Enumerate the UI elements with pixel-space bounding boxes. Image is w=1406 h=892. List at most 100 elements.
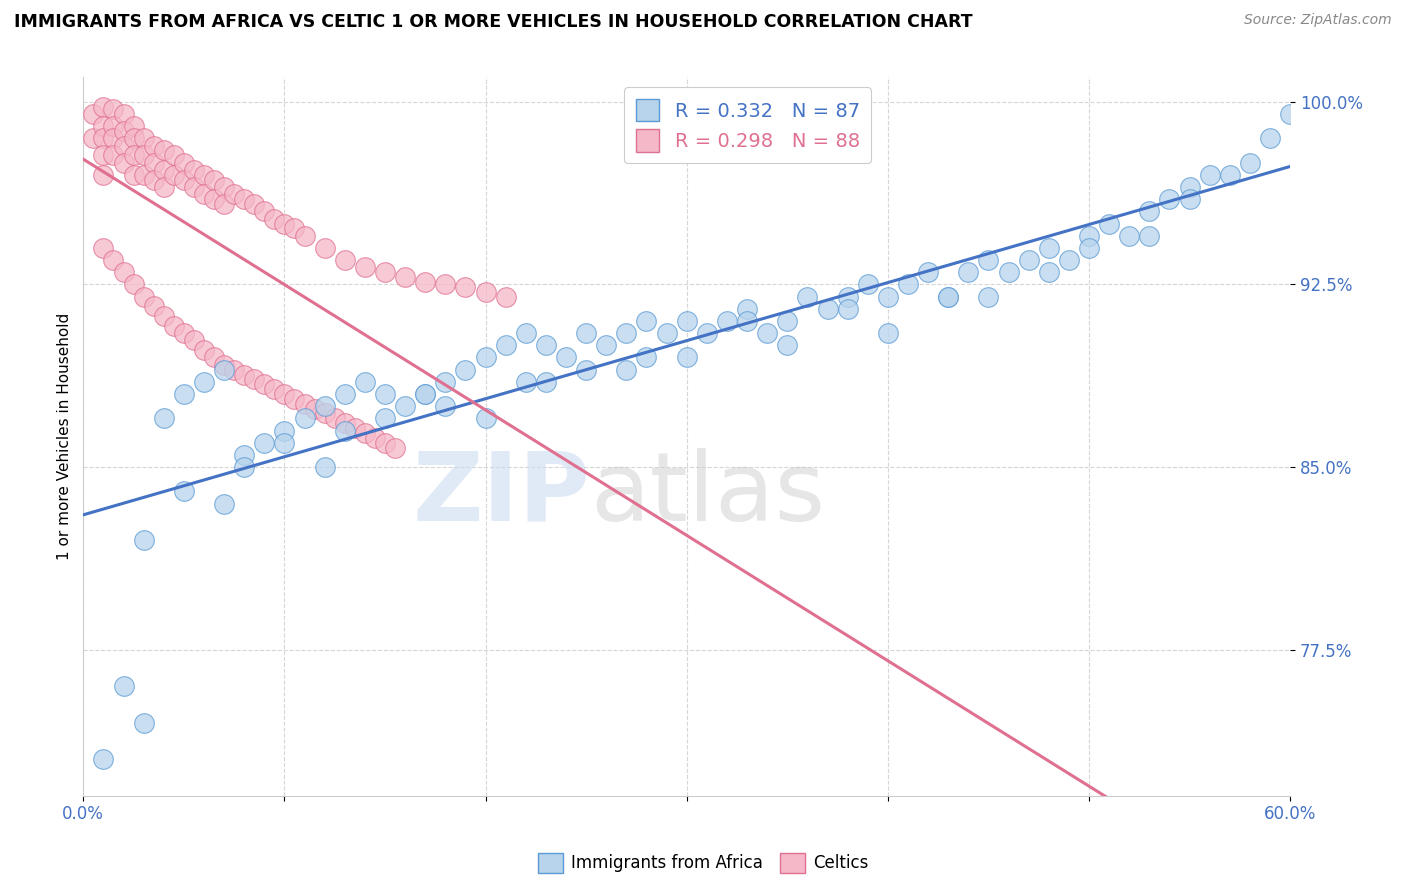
Point	[413, 275, 436, 289]
Point	[474, 411, 496, 425]
Point	[193, 343, 215, 358]
Point	[93, 752, 115, 766]
Point	[233, 448, 256, 462]
Point	[152, 144, 174, 158]
Point	[112, 107, 135, 121]
Point	[515, 375, 537, 389]
Point	[122, 148, 145, 162]
Point	[283, 392, 305, 406]
Point	[233, 192, 256, 206]
Point	[112, 679, 135, 693]
Point	[1078, 241, 1101, 255]
Point	[294, 397, 316, 411]
Point	[636, 314, 658, 328]
Point	[555, 351, 578, 365]
Point	[1178, 180, 1201, 194]
Point	[193, 375, 215, 389]
Point	[616, 326, 638, 340]
Point	[112, 155, 135, 169]
Point	[1098, 217, 1121, 231]
Point	[122, 119, 145, 133]
Point	[183, 180, 205, 194]
Point	[354, 260, 377, 275]
Legend: R = 0.332   N = 87, R = 0.298   N = 88: R = 0.332 N = 87, R = 0.298 N = 88	[624, 87, 872, 163]
Point	[1279, 107, 1302, 121]
Point	[294, 411, 316, 425]
Point	[434, 277, 457, 292]
Point	[1178, 192, 1201, 206]
Point	[876, 289, 898, 303]
Point	[1118, 228, 1140, 243]
Point	[183, 334, 205, 348]
Point	[454, 362, 477, 376]
Point	[233, 368, 256, 382]
Point	[314, 460, 336, 475]
Text: IMMIGRANTS FROM AFRICA VS CELTIC 1 OR MORE VEHICLES IN HOUSEHOLD CORRELATION CHA: IMMIGRANTS FROM AFRICA VS CELTIC 1 OR MO…	[14, 13, 973, 31]
Point	[273, 217, 295, 231]
Point	[173, 484, 195, 499]
Point	[756, 326, 779, 340]
Point	[233, 460, 256, 475]
Point	[374, 411, 396, 425]
Point	[202, 351, 225, 365]
Point	[304, 401, 326, 416]
Point	[212, 180, 235, 194]
Point	[314, 407, 336, 421]
Point	[1018, 253, 1040, 268]
Point	[103, 131, 125, 145]
Point	[333, 387, 356, 401]
Point	[122, 168, 145, 182]
Point	[112, 138, 135, 153]
Point	[413, 387, 436, 401]
Point	[163, 168, 186, 182]
Point	[1038, 265, 1060, 279]
Point	[696, 326, 718, 340]
Point	[142, 138, 165, 153]
Point	[263, 382, 285, 396]
Point	[474, 285, 496, 299]
Point	[152, 309, 174, 323]
Point	[193, 187, 215, 202]
Point	[224, 362, 246, 376]
Point	[776, 314, 799, 328]
Point	[1219, 168, 1241, 182]
Point	[283, 221, 305, 235]
Point	[394, 270, 416, 285]
Point	[354, 375, 377, 389]
Text: ZIP: ZIP	[412, 448, 591, 541]
Point	[1159, 192, 1181, 206]
Point	[103, 148, 125, 162]
Point	[212, 197, 235, 211]
Point	[122, 277, 145, 292]
Point	[253, 204, 276, 219]
Point	[163, 318, 186, 333]
Point	[212, 362, 235, 376]
Point	[374, 265, 396, 279]
Point	[93, 168, 115, 182]
Point	[796, 289, 818, 303]
Legend: Immigrants from Africa, Celtics: Immigrants from Africa, Celtics	[531, 847, 875, 880]
Point	[434, 375, 457, 389]
Point	[384, 441, 406, 455]
Point	[263, 211, 285, 226]
Point	[675, 351, 697, 365]
Point	[655, 326, 678, 340]
Point	[183, 163, 205, 178]
Point	[152, 411, 174, 425]
Point	[495, 289, 517, 303]
Point	[112, 265, 135, 279]
Point	[735, 314, 758, 328]
Point	[243, 372, 266, 386]
Point	[515, 326, 537, 340]
Point	[142, 172, 165, 186]
Point	[977, 289, 1000, 303]
Point	[333, 253, 356, 268]
Point	[534, 375, 557, 389]
Point	[202, 172, 225, 186]
Point	[636, 351, 658, 365]
Point	[314, 399, 336, 413]
Point	[132, 289, 155, 303]
Point	[716, 314, 738, 328]
Point	[616, 362, 638, 376]
Point	[333, 416, 356, 430]
